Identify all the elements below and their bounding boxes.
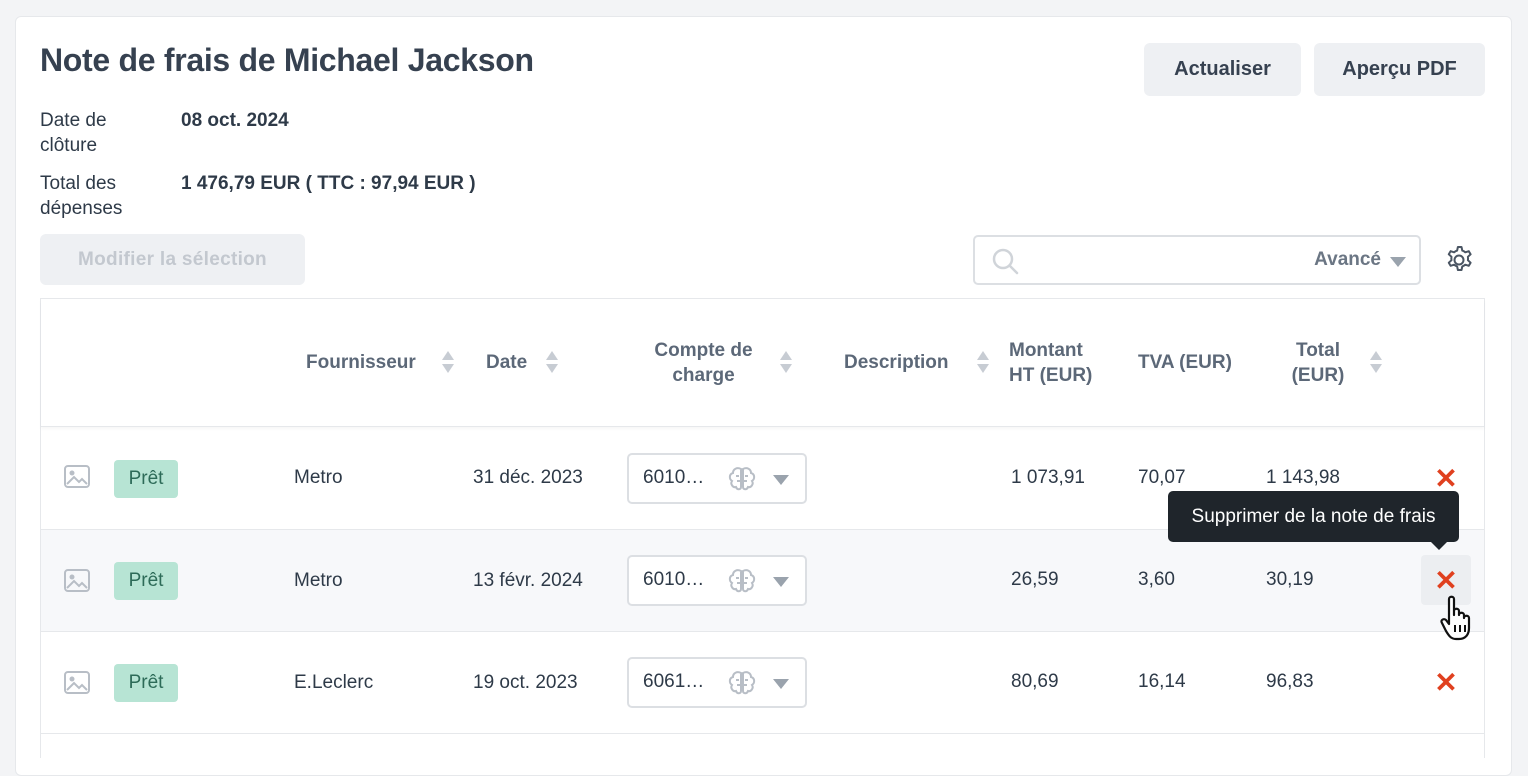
table-header: Fournisseur Date Compte de charge Descri… [41, 299, 1484, 427]
status-badge: Prêt [114, 460, 178, 498]
table-row[interactable]: Prêt E.Leclerc 19 oct. 2023 6061… 80,69 … [41, 632, 1484, 734]
image-icon[interactable] [63, 463, 91, 496]
ai-brain-icon [727, 568, 757, 599]
total-expenses-value: 1 476,79 EUR ( TTC : 97,94 EUR ) [181, 173, 476, 194]
sort-icon[interactable] [780, 351, 792, 375]
status-badge: Prêt [114, 562, 178, 600]
column-date[interactable]: Date [486, 352, 528, 373]
delete-icon[interactable]: ✕ [1434, 462, 1458, 494]
account-select[interactable]: 6061… [627, 657, 807, 708]
date-cell: 19 oct. 2023 [473, 672, 578, 693]
chevron-down-icon [773, 475, 789, 485]
account-select[interactable]: 6010… [627, 555, 807, 606]
gear-icon[interactable] [1443, 244, 1475, 281]
account-value: 6061… [643, 671, 705, 692]
modify-selection-button[interactable]: Modifier la sélection [40, 234, 305, 285]
closing-date-value: 08 oct. 2024 [181, 110, 289, 131]
amount-ht-cell: 80,69 [1011, 671, 1059, 692]
column-supplier[interactable]: Fournisseur [306, 352, 416, 373]
column-amount-ht: Montant HT (EUR) [1009, 340, 1093, 386]
column-description[interactable]: Description [844, 352, 949, 373]
amount-ht-cell: 26,59 [1011, 569, 1059, 590]
tva-cell: 70,07 [1138, 467, 1186, 488]
image-icon[interactable] [63, 669, 91, 702]
date-cell: 13 févr. 2024 [473, 570, 583, 591]
sort-icon[interactable] [1370, 351, 1382, 375]
total-cell: 30,19 [1266, 569, 1314, 590]
sort-icon[interactable] [546, 351, 558, 375]
account-value: 6010… [643, 467, 705, 488]
hand-cursor-icon [1437, 595, 1481, 646]
total-expenses-label: Total des dépenses [40, 173, 123, 219]
sort-icon[interactable] [977, 351, 989, 375]
closing-date-label: Date de clôture [40, 110, 107, 156]
date-cell: 31 déc. 2023 [473, 467, 583, 488]
image-icon[interactable] [63, 567, 91, 600]
column-tva: TVA (EUR) [1138, 352, 1232, 373]
advanced-search-toggle[interactable]: Avancé [1314, 249, 1381, 270]
delete-tooltip: Supprimer de la note de frais [1168, 491, 1459, 550]
account-value: 6010… [643, 569, 705, 590]
expenses-table: Fournisseur Date Compte de charge Descri… [40, 298, 1485, 758]
supplier-cell: Metro [294, 570, 343, 591]
ai-brain-icon [727, 670, 757, 701]
column-total[interactable]: Total (EUR) [1291, 340, 1345, 386]
delete-icon[interactable]: ✕ [1421, 555, 1471, 605]
ai-brain-icon [727, 466, 757, 497]
chevron-down-icon [773, 679, 789, 689]
supplier-cell: Metro [294, 467, 343, 488]
search-icon [991, 247, 1019, 280]
column-account[interactable]: Compte de charge [654, 340, 753, 386]
status-badge: Prêt [114, 664, 178, 702]
delete-icon[interactable]: ✕ [1434, 666, 1458, 698]
sort-icon[interactable] [442, 351, 454, 375]
account-select[interactable]: 6010… [627, 453, 807, 504]
table-row[interactable]: Prêt Metro 13 févr. 2024 6010… 26,59 3,6… [41, 530, 1484, 632]
tva-cell: 16,14 [1138, 671, 1186, 692]
search-box[interactable]: Avancé [973, 235, 1421, 285]
amount-ht-cell: 1 073,91 [1011, 467, 1085, 488]
page-title: Note de frais de Michael Jackson [40, 42, 534, 78]
supplier-cell: E.Leclerc [294, 672, 374, 693]
chevron-down-icon [773, 577, 789, 587]
chevron-down-icon [1390, 257, 1406, 267]
pdf-preview-button[interactable]: Aperçu PDF [1314, 43, 1485, 96]
tva-cell: 3,60 [1138, 569, 1175, 590]
total-cell: 96,83 [1266, 671, 1314, 692]
refresh-button[interactable]: Actualiser [1144, 43, 1301, 96]
table-row[interactable]: Prêt Metro 31 déc. 2023 6010… 1 073,91 7… [41, 428, 1484, 530]
total-cell: 1 143,98 [1266, 467, 1340, 488]
